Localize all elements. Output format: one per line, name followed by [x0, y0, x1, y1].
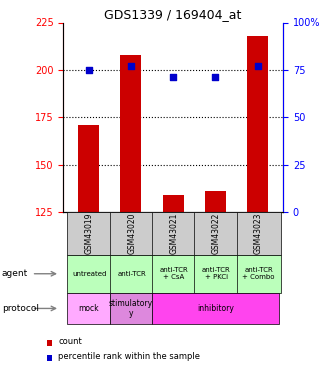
- Text: GSM43023: GSM43023: [254, 213, 263, 254]
- Point: [128, 63, 134, 69]
- Title: GDS1339 / 169404_at: GDS1339 / 169404_at: [105, 8, 242, 21]
- Bar: [78, 125, 99, 212]
- Point: [213, 74, 218, 80]
- Text: count: count: [58, 337, 82, 346]
- Bar: [205, 191, 226, 212]
- Text: protocol: protocol: [2, 304, 39, 313]
- Text: untreated: untreated: [72, 271, 107, 277]
- Text: anti-TCR
+ CsA: anti-TCR + CsA: [160, 267, 188, 280]
- Text: agent: agent: [2, 269, 28, 278]
- Text: mock: mock: [78, 304, 99, 313]
- Point: [255, 63, 260, 69]
- Text: inhibitory: inhibitory: [197, 304, 234, 313]
- Bar: [247, 36, 268, 212]
- Point: [86, 67, 91, 73]
- Text: GSM43020: GSM43020: [127, 213, 136, 254]
- Text: GSM43021: GSM43021: [169, 213, 178, 254]
- Text: anti-TCR
+ Combo: anti-TCR + Combo: [242, 267, 275, 280]
- Text: GSM43022: GSM43022: [212, 213, 221, 254]
- Text: GSM43019: GSM43019: [85, 213, 94, 254]
- Text: anti-TCR
+ PKCi: anti-TCR + PKCi: [202, 267, 231, 280]
- Bar: [120, 55, 142, 212]
- Point: [170, 74, 176, 80]
- Text: anti-TCR: anti-TCR: [117, 271, 146, 277]
- Bar: [163, 195, 184, 212]
- Text: stimulatory
y: stimulatory y: [109, 299, 153, 318]
- Text: percentile rank within the sample: percentile rank within the sample: [58, 352, 200, 361]
